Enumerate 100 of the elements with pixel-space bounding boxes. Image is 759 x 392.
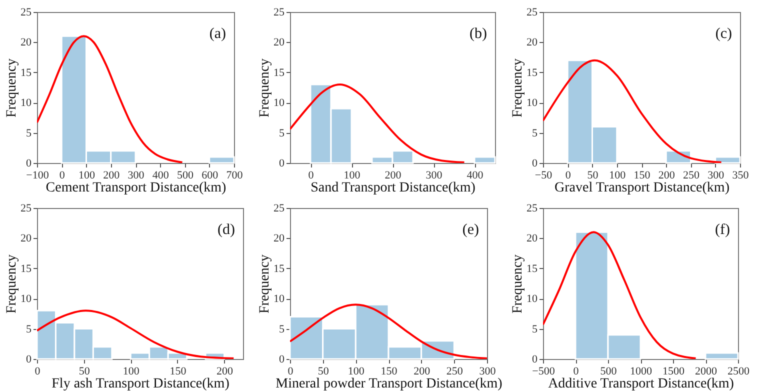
x-tick-label: 100 bbox=[122, 366, 140, 378]
y-axis-title: Frequency bbox=[258, 254, 272, 314]
x-tick-label: 0 bbox=[308, 170, 314, 182]
x-tick-label: 150 bbox=[634, 170, 651, 182]
x-tick-label: 300 bbox=[708, 170, 725, 182]
x-tick-label: 300 bbox=[479, 366, 496, 378]
x-tick-label: 2500 bbox=[728, 366, 750, 378]
y-tick-label: 0 bbox=[26, 158, 32, 170]
x-tick-label: 350 bbox=[732, 170, 750, 182]
y-tick-label: 25 bbox=[274, 202, 285, 214]
x-tick-label: 100 bbox=[344, 170, 361, 182]
line-series bbox=[290, 83, 466, 163]
y-tick-label: 5 bbox=[26, 127, 32, 140]
x-tick-label: 200 bbox=[216, 366, 234, 378]
line-series bbox=[543, 231, 697, 359]
x-tick-label: 100 bbox=[348, 366, 365, 378]
x-axis-title: Gravel Transport Distance(km) bbox=[554, 180, 730, 196]
y-tick-label: 20 bbox=[20, 36, 32, 49]
y-tick-label: 15 bbox=[274, 66, 285, 79]
y-tick-label: 5 bbox=[532, 127, 538, 140]
x-tick-label: 0 bbox=[288, 366, 294, 378]
x-tick-label: 100 bbox=[78, 170, 96, 182]
y-tick-label: 25 bbox=[526, 202, 538, 214]
x-tick-label: 400 bbox=[466, 170, 484, 182]
y-tick-label: 15 bbox=[20, 66, 32, 79]
y-tick-label: 25 bbox=[274, 6, 285, 18]
x-tick-label: 200 bbox=[103, 170, 120, 182]
y-tick-label: 0 bbox=[532, 158, 538, 170]
x-tick-label: 100 bbox=[609, 170, 626, 182]
y-tick-label: 20 bbox=[274, 232, 285, 245]
x-tick-label: 200 bbox=[658, 170, 676, 182]
y-tick-label: 25 bbox=[20, 6, 32, 18]
x-tick-label: 50 bbox=[587, 170, 599, 182]
x-tick-label: 200 bbox=[384, 170, 402, 182]
x-tick-label: 400 bbox=[152, 170, 170, 182]
x-tick-label: 0 bbox=[59, 170, 66, 182]
annotation: (a) bbox=[209, 26, 226, 42]
y-tick-label: 5 bbox=[26, 323, 32, 336]
y-axis-title: Frequency bbox=[510, 58, 526, 118]
y-axis-title: Frequency bbox=[4, 58, 20, 118]
x-tick-label: −50 bbox=[534, 170, 553, 182]
y-tick-label: 0 bbox=[26, 354, 32, 366]
x-axis-title: Additive Transport Distance(km) bbox=[548, 376, 734, 392]
y-tick-label: 10 bbox=[274, 293, 285, 306]
x-axis-title: Sand Transport Distance(km) bbox=[310, 180, 476, 196]
y-tick-label: 0 bbox=[532, 354, 538, 366]
y-tick-label: 10 bbox=[526, 97, 538, 110]
y-tick-label: 15 bbox=[274, 262, 285, 275]
y-tick-label: 20 bbox=[20, 232, 32, 245]
x-tick-label: 500 bbox=[600, 366, 618, 378]
x-tick-label: 300 bbox=[128, 170, 145, 182]
y-tick-label: 15 bbox=[526, 262, 538, 275]
y-axis-title: Frequency bbox=[4, 254, 20, 314]
x-axis-title: Fly ash Transport Distance(km) bbox=[52, 376, 230, 392]
y-tick-label: 15 bbox=[20, 262, 32, 275]
annotation: (d) bbox=[218, 222, 235, 238]
x-tick-label: 50 bbox=[318, 366, 330, 378]
x-tick-label: 300 bbox=[426, 170, 443, 182]
x-tick-label: 600 bbox=[202, 170, 219, 182]
x-tick-label: 50 bbox=[78, 366, 90, 378]
y-tick-label: 10 bbox=[20, 293, 32, 306]
y-tick-label: 0 bbox=[279, 354, 285, 366]
x-tick-label: −500 bbox=[532, 366, 556, 378]
x-tick-label: 500 bbox=[177, 170, 194, 182]
y-tick-label: 25 bbox=[20, 202, 32, 214]
line-series bbox=[37, 35, 184, 163]
line-series bbox=[290, 304, 487, 359]
x-axis-title: Cement Transport Distance(km) bbox=[46, 180, 227, 196]
x-tick-label: 200 bbox=[414, 366, 431, 378]
x-tick-label: 2000 bbox=[695, 366, 718, 378]
y-tick-label: 20 bbox=[274, 36, 285, 49]
annotation: (b) bbox=[470, 26, 487, 42]
y-tick-label: 0 bbox=[279, 158, 285, 170]
x-tick-label: 150 bbox=[170, 366, 187, 378]
x-tick-label: 700 bbox=[226, 170, 244, 182]
annotation: (f) bbox=[715, 222, 730, 238]
y-tick-label: 10 bbox=[20, 97, 32, 110]
x-tick-label: 150 bbox=[380, 366, 398, 378]
line-series bbox=[37, 310, 235, 359]
x-tick-label: 0 bbox=[34, 366, 41, 378]
y-axis-title: Frequency bbox=[510, 254, 526, 314]
x-tick-label: 0 bbox=[565, 170, 572, 182]
x-tick-label: 0 bbox=[573, 366, 580, 378]
y-tick-label: 20 bbox=[526, 36, 538, 49]
y-tick-label: 5 bbox=[279, 323, 285, 336]
annotation: (e) bbox=[462, 222, 479, 238]
y-tick-label: 15 bbox=[526, 66, 538, 79]
x-tick-label: 250 bbox=[683, 170, 700, 182]
x-tick-label: −100 bbox=[26, 170, 50, 182]
y-tick-label: 10 bbox=[274, 97, 285, 110]
x-axis-title: Mineral powder Transport Distance(km) bbox=[276, 376, 503, 392]
y-tick-label: 5 bbox=[532, 323, 538, 336]
x-tick-label: 1000 bbox=[630, 366, 652, 378]
x-tick-label: 250 bbox=[446, 366, 464, 378]
y-axis-title: Frequency bbox=[258, 58, 272, 118]
y-tick-label: 5 bbox=[279, 127, 285, 140]
x-tick-label: 1500 bbox=[662, 366, 685, 378]
annotation: (c) bbox=[715, 26, 732, 42]
y-tick-label: 10 bbox=[526, 293, 538, 306]
y-tick-label: 25 bbox=[526, 6, 538, 18]
